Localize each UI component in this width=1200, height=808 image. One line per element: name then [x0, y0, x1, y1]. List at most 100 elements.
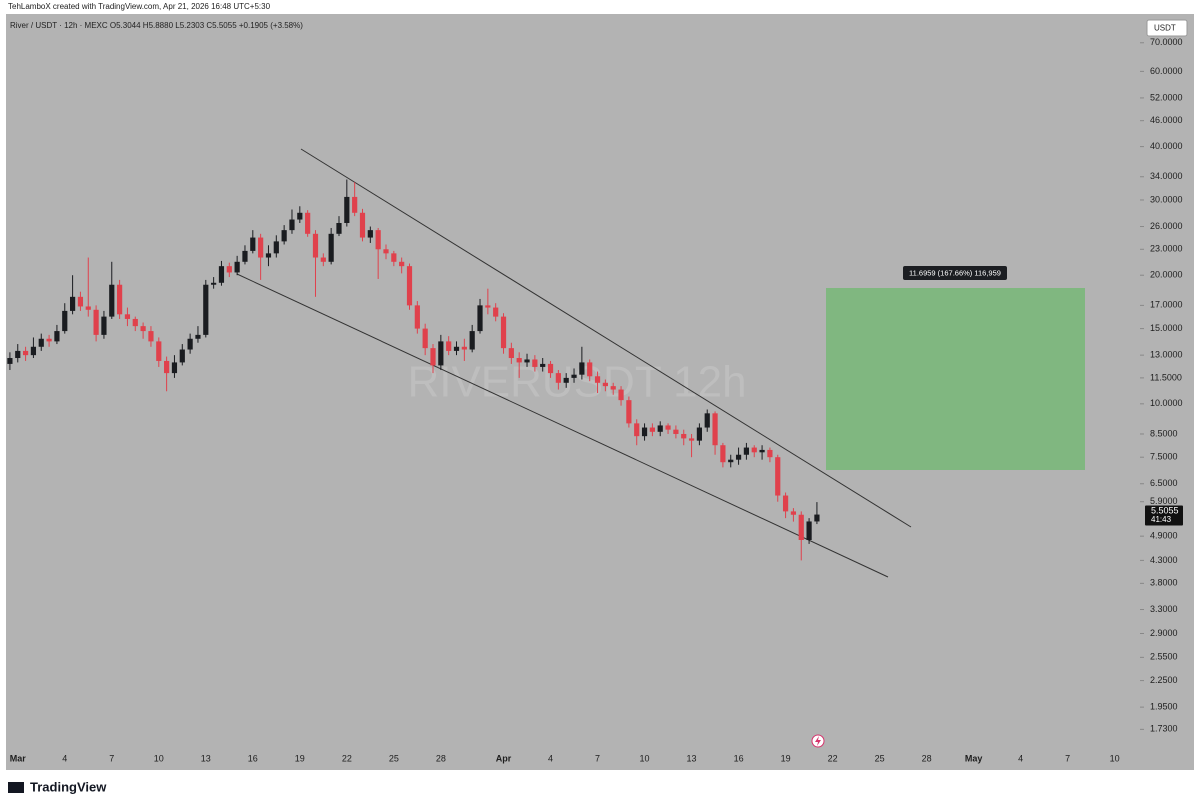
candle-body [673, 429, 679, 434]
y-tick-label: 30.0000 [1150, 194, 1183, 204]
x-tick-label: 16 [248, 753, 258, 763]
candle-body [579, 362, 585, 375]
candle-body [540, 363, 546, 367]
candle-body [743, 447, 750, 455]
candle-body [563, 377, 569, 383]
candle-body [438, 341, 444, 366]
candle-body [775, 457, 781, 496]
upper-trendline [300, 148, 912, 528]
candle-body [532, 359, 538, 367]
candle-body [156, 341, 162, 361]
candle-body [547, 363, 554, 374]
lower-trendline [236, 273, 889, 578]
candle-body [375, 230, 381, 250]
candle-body [414, 305, 420, 329]
candle-body [626, 400, 632, 424]
candle-body [187, 338, 193, 350]
candle-body [336, 222, 342, 234]
target-zone [826, 288, 1085, 470]
currency-box[interactable] [1146, 19, 1188, 37]
candle-body [571, 374, 577, 378]
x-tick-label: 25 [389, 753, 399, 763]
candle-body [814, 514, 820, 522]
candle-body [500, 316, 507, 349]
y-tick-label: 1.9500 [1150, 702, 1178, 712]
brand: TradingView [30, 779, 107, 794]
candle-body [681, 433, 687, 439]
candle-body [312, 233, 319, 258]
candle-body [265, 253, 272, 258]
candle-body [720, 445, 726, 463]
candle-body [359, 212, 366, 238]
candle-body [406, 266, 413, 306]
candle-body [524, 359, 530, 363]
candle-body [587, 362, 593, 377]
credit: TehLamboX created with TradingView.com, … [8, 2, 271, 11]
candle-body [453, 346, 460, 351]
x-tick-label: 10 [1110, 753, 1120, 763]
candle-body [22, 350, 29, 356]
candle-body [69, 296, 76, 311]
x-tick-label: 28 [922, 753, 932, 763]
candle-body [751, 447, 757, 453]
y-tick-label: 23.0000 [1150, 244, 1183, 254]
candle-body [461, 346, 467, 350]
candle-body [383, 249, 389, 254]
x-tick-label: 19 [295, 753, 305, 763]
y-tick-label: 70.0000 [1150, 37, 1183, 47]
x-tick-label: 22 [342, 753, 352, 763]
candle-body [305, 212, 311, 234]
watermark: RIVERUSDT 12h [407, 358, 746, 407]
x-tick-label: 7 [109, 753, 114, 763]
x-tick-label: 13 [201, 753, 211, 763]
candles [7, 179, 820, 561]
x-tick-label: 13 [687, 753, 697, 763]
candle-body [641, 427, 648, 437]
x-tick-label: 25 [875, 753, 885, 763]
candle-body [665, 425, 671, 430]
candle-body [7, 358, 13, 364]
candle-body [203, 284, 209, 335]
candle-body [618, 389, 624, 401]
candle-body [555, 373, 561, 383]
candle-body [602, 382, 608, 387]
y-tick-label: 11.5000 [1150, 372, 1182, 382]
y-tick-label: 8.5000 [1150, 428, 1178, 438]
y-tick-label: 2.9000 [1150, 628, 1178, 638]
candle-body [712, 413, 718, 446]
y-tick-label: 46.0000 [1150, 115, 1183, 125]
y-tick-label: 3.3000 [1150, 604, 1178, 614]
candle-body [485, 305, 491, 308]
candle-body [767, 449, 773, 458]
candle-body [124, 314, 131, 319]
candle-body [117, 284, 123, 315]
candle-body [728, 459, 734, 463]
measure-label: 11.6959 (167.66%) 116,959 [909, 268, 1001, 277]
y-tick-label: 34.0000 [1150, 171, 1183, 181]
y-tick-label: 17.0000 [1150, 300, 1183, 310]
x-tick-label: 22 [828, 753, 838, 763]
y-tick-label: 6.5000 [1150, 478, 1178, 488]
candle-body [367, 230, 373, 238]
x-tick-label: Mar [10, 753, 27, 763]
candle-body [211, 282, 217, 285]
candle-body [704, 413, 710, 428]
y-tick-label: 60.0000 [1150, 66, 1183, 76]
y-tick-label: 4.3000 [1150, 555, 1178, 565]
candle-body [688, 438, 695, 441]
candle-body [798, 514, 804, 541]
y-tick-label: 52.0000 [1150, 92, 1183, 102]
candle-body [430, 348, 436, 366]
candle-body [132, 318, 138, 327]
candle-body [30, 346, 37, 356]
currency[interactable]: USDT [1154, 24, 1176, 33]
x-tick-label: 4 [548, 753, 553, 763]
candle-body [101, 316, 107, 335]
candle-body [391, 253, 397, 262]
candle-body [610, 386, 616, 390]
y-tick-label: 40.0000 [1150, 141, 1183, 151]
footer [0, 770, 1200, 808]
candle-body [344, 196, 350, 223]
